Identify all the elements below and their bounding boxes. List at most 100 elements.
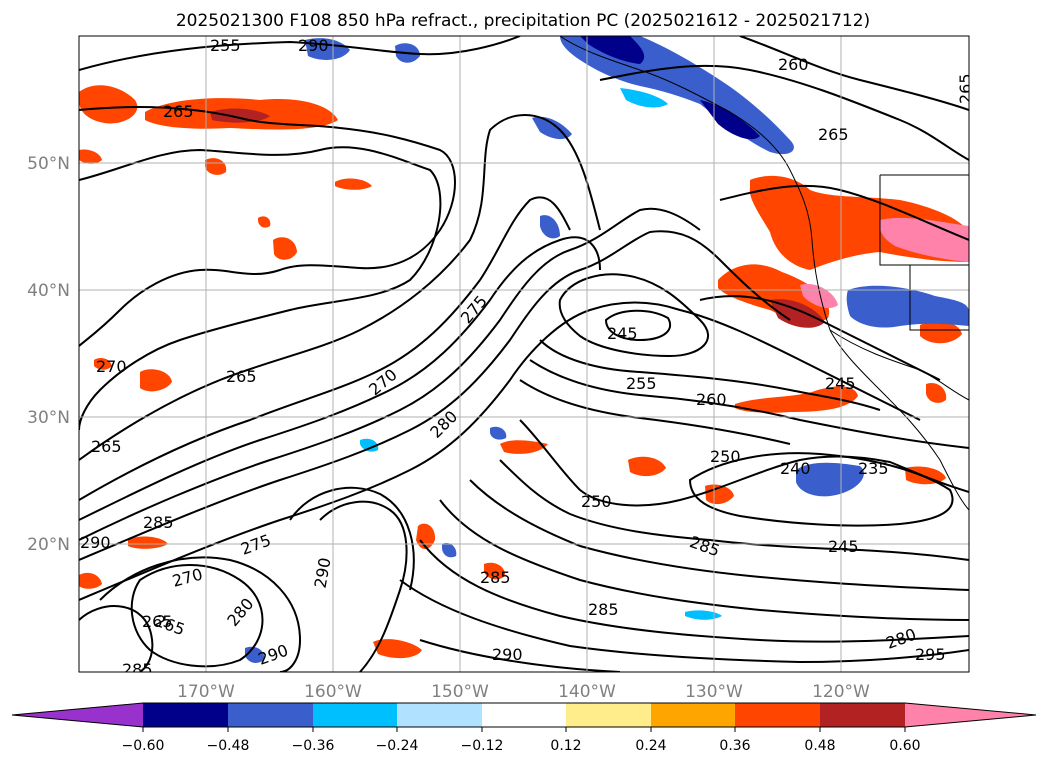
contour-line (739, 36, 969, 111)
precip-area (500, 440, 548, 454)
border-line (829, 329, 969, 401)
contour-line (719, 184, 969, 241)
colorbar-tick-label: −0.24 (376, 738, 419, 754)
precip-area (490, 426, 507, 440)
colorbar-segment (735, 703, 820, 727)
contour-line (79, 146, 442, 431)
map-background (79, 36, 969, 672)
precip-area (879, 217, 969, 262)
contour-line (519, 419, 969, 507)
colorbar-tick-label: 0.24 (635, 738, 666, 754)
colorbar-ticks (142, 727, 906, 732)
precip-area (79, 572, 102, 589)
precip-area (620, 88, 668, 108)
precip-area (735, 386, 858, 413)
precip-area (796, 462, 864, 497)
contour-line (419, 539, 969, 643)
contour-label: 255 (626, 374, 657, 393)
contour-line (79, 236, 601, 521)
colorbar-segment (905, 703, 1036, 727)
colorbar-segment (12, 703, 143, 727)
colorbar-tick-label: −0.36 (292, 738, 335, 754)
contour-line (519, 379, 791, 445)
precip-area (442, 542, 457, 558)
precip-area (140, 369, 172, 392)
contour-line (79, 230, 791, 561)
longitude-labels: 170°W 160°W 150°W 140°W 130°W 120°W (177, 682, 870, 702)
precip-positive-shading (79, 85, 969, 659)
map-frame (78, 35, 970, 673)
contour-label: 240 (780, 459, 811, 478)
contour-line (599, 64, 969, 161)
colorbar-tick-label: 0.12 (550, 738, 581, 754)
contour-label: 290 (492, 645, 523, 664)
lon-label: 150°W (431, 682, 489, 702)
colorbar: −0.60 −0.48 −0.36 −0.24 −0.12 0.12 0.24 … (11, 702, 1037, 754)
precip-area (335, 178, 372, 190)
precip-area (926, 382, 947, 403)
contour-label: 265 (163, 102, 194, 121)
lon-label: 130°W (685, 682, 743, 702)
colorbar-tick-label: −0.48 (207, 738, 250, 754)
precip-area (846, 285, 969, 328)
colorbar-tick-label: 0.36 (719, 738, 750, 754)
contour-label: 265 (91, 437, 122, 456)
precip-area (580, 36, 645, 64)
contour-line (79, 114, 601, 461)
contour-label: 285 (122, 660, 153, 679)
map-title: 2025021300 F108 850 hPa refract., precip… (176, 11, 870, 31)
precip-negative-shading (245, 36, 969, 663)
contour-line (399, 579, 969, 664)
contour-label: 260 (778, 55, 809, 74)
contour-label: 245 (825, 374, 856, 393)
border-line (879, 175, 969, 266)
contour-label: 245 (828, 537, 859, 556)
precip-area (205, 158, 227, 175)
lat-label: 20°N (27, 535, 70, 555)
contour-label: 260 (696, 390, 727, 409)
precip-area (540, 215, 560, 239)
precip-area (416, 523, 436, 549)
precip-area (210, 108, 270, 123)
colorbar-segment (397, 703, 482, 727)
contour-line (699, 295, 941, 381)
colorbar-segment (313, 703, 397, 727)
contour-line (529, 359, 969, 449)
contour-label: 250 (710, 447, 741, 466)
contour-label: 265 (818, 125, 849, 144)
contour-line (79, 301, 921, 601)
contour-line (79, 207, 701, 541)
refractivity-contours (79, 36, 969, 672)
contour-line (499, 459, 969, 561)
precip-area (770, 299, 825, 328)
contour-line (79, 605, 154, 672)
contour-line (469, 479, 969, 591)
coastline (559, 36, 969, 511)
contour-line (439, 499, 969, 621)
contour-line (604, 309, 671, 342)
precip-area (79, 85, 138, 124)
contour-label: 290 (298, 36, 329, 55)
colorbar-segment (143, 703, 228, 727)
precip-area (94, 358, 112, 370)
contour-line (79, 36, 521, 71)
colorbar-segment (566, 703, 651, 727)
precip-area (258, 216, 271, 228)
contour-label: 265 (226, 367, 257, 386)
contour-label: 265 (956, 73, 975, 104)
contour-label: 285 (143, 513, 174, 532)
colorbar-segment (820, 703, 905, 727)
contour-label: 270 (96, 357, 127, 376)
lon-label: 140°W (558, 682, 616, 702)
precip-area (273, 237, 297, 260)
precip-area (128, 536, 168, 549)
contour-line (130, 564, 264, 668)
precip-area (628, 456, 666, 477)
lon-label: 120°W (812, 682, 870, 702)
contour-label: 285 (480, 568, 511, 587)
colorbar-segment (651, 703, 735, 727)
precip-area (920, 321, 962, 344)
map-area: 255 290 260 265 265 265 265 270 275 245 … (79, 36, 975, 679)
